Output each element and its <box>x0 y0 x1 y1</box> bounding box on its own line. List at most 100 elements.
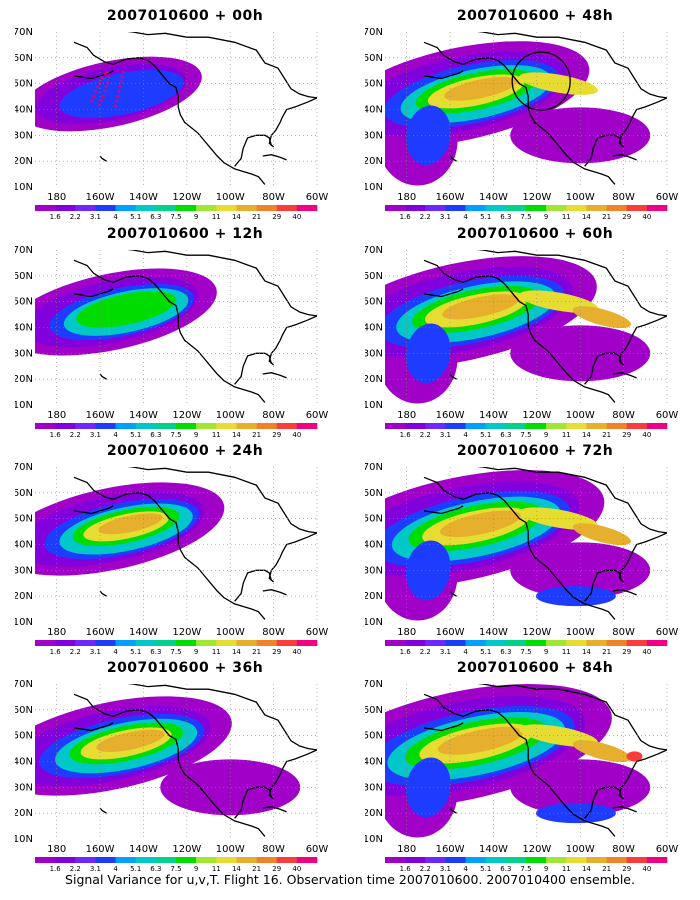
lon-label: 160W <box>86 844 115 855</box>
lon-label: 140W <box>479 844 508 855</box>
colorbar-label: 21 <box>252 865 261 873</box>
lon-label: 160W <box>86 410 115 421</box>
variance-field <box>385 256 651 404</box>
colorbar-label: 14 <box>232 648 241 656</box>
lat-label: 40N <box>15 757 33 768</box>
figure-caption: Signal Variance for u,v,T. Flight 16. Ob… <box>65 872 635 887</box>
lat-label: 30N <box>365 782 383 793</box>
lat-label: 70N <box>15 462 33 473</box>
coastlines <box>73 32 317 185</box>
colorbar-label: 9 <box>194 648 198 656</box>
colorbar-label: 29 <box>272 648 281 656</box>
coastlines <box>73 684 317 837</box>
lon-label: 180 <box>397 844 416 855</box>
map-panel: 2007010600 + 24h 70N 60N 50N 40N 30N 20N 10N 180… <box>15 443 355 658</box>
map-panel: 2007010600 + 36h 70N 60N 50N 40N 30N 20N 10N 180… <box>15 660 355 875</box>
map-panel: 2007010600 + 48h 70N 60N 50N 40N 30N 20N 10N 180… <box>365 8 700 223</box>
lat-label: 30N <box>365 348 383 359</box>
lon-label: 60W <box>656 627 679 638</box>
lat-label: 70N <box>365 679 383 690</box>
lat-label: 40N <box>365 105 383 116</box>
lat-label: 40N <box>365 757 383 768</box>
lon-label: 160W <box>86 627 115 638</box>
colorbar-label: 2.2 <box>420 648 431 656</box>
colorbar-label: 1.6 <box>400 213 412 221</box>
colorbar-label: 2.2 <box>420 213 431 221</box>
colorbar-label: 6.3 <box>150 648 161 656</box>
lat-label: 60N <box>15 53 33 64</box>
lat-label: 50N <box>365 514 383 525</box>
lon-label: 120W <box>522 410 551 421</box>
colorbar-label: 1.6 <box>400 431 412 439</box>
lon-label: 80W <box>262 627 285 638</box>
colorbar-label: 5.1 <box>480 865 491 873</box>
lon-label: 180 <box>47 192 66 203</box>
colorbar-label: 7.5 <box>170 213 181 221</box>
colorbar-label: 2.2 <box>70 431 81 439</box>
colorbar-label: 3.1 <box>90 213 101 221</box>
variance-map: 70N 60N 50N 40N 30N 20N 10N 180 160W 140W 120W 100W… <box>365 679 678 873</box>
lat-label: 60N <box>365 488 383 499</box>
lat-label: 60N <box>15 488 33 499</box>
colorbar-label: 4 <box>463 431 468 439</box>
colorbar-label: 3.1 <box>90 431 101 439</box>
lon-label: 60W <box>306 192 329 203</box>
lon-label: 120W <box>172 410 201 421</box>
lat-label: 40N <box>365 323 383 334</box>
lon-label: 60W <box>656 192 679 203</box>
lat-label: 30N <box>15 348 33 359</box>
colorbar-label: 14 <box>582 648 591 656</box>
lon-label: 120W <box>172 844 201 855</box>
colorbar-label: 11 <box>212 865 221 873</box>
variance-map: 70N 60N 50N 40N 30N 20N 10N 180 160W 140W 120W 100W… <box>365 27 679 221</box>
lon-label: 120W <box>522 627 551 638</box>
lat-label: 10N <box>15 834 33 845</box>
colorbar-label: 29 <box>622 213 631 221</box>
lat-label: 40N <box>15 540 33 551</box>
colorbar-label: 7.5 <box>170 648 181 656</box>
variance-map: 70N 60N 50N 40N 30N 20N 10N 180 160W 140W 120W 100W… <box>365 462 679 656</box>
lat-label: 20N <box>15 808 33 819</box>
colorbar-label: 9 <box>194 431 198 439</box>
lat-label: 50N <box>15 514 33 525</box>
colorbar-label: 4 <box>113 648 118 656</box>
colorbar-label: 9 <box>194 213 198 221</box>
colorbar-label: 11 <box>212 431 221 439</box>
panel-title: 2007010600 + 60h <box>456 226 614 242</box>
lat-label: 10N <box>15 182 33 193</box>
colorbar-label: 6.3 <box>500 431 511 439</box>
colorbar-label: 21 <box>602 213 611 221</box>
colorbar-label: 21 <box>602 865 611 873</box>
lat-label: 20N <box>365 156 383 167</box>
lon-label: 120W <box>522 844 551 855</box>
colorbar-label: 21 <box>252 431 261 439</box>
colorbar-label: 6.3 <box>500 213 511 221</box>
lon-label: 80W <box>612 410 635 421</box>
map-panel: 2007010600 + 60h 70N 60N 50N 40N 30N 20N 10N 180… <box>365 226 700 441</box>
colorbar-label: 11 <box>562 213 571 221</box>
colorbar-label: 5.1 <box>480 213 491 221</box>
variance-map: 70N 60N 50N 40N 30N 20N 10N 180 160W 140W 120W 100W… <box>365 245 679 439</box>
colorbar-label: 29 <box>272 213 281 221</box>
lat-label: 70N <box>365 245 383 256</box>
colorbar-label: 2.2 <box>70 213 81 221</box>
lon-label: 140W <box>479 410 508 421</box>
lat-label: 30N <box>15 782 33 793</box>
lat-label: 40N <box>365 540 383 551</box>
lon-label: 160W <box>86 192 115 203</box>
lat-label: 50N <box>15 297 33 308</box>
lon-label: 180 <box>47 410 66 421</box>
colorbar-label: 29 <box>622 865 631 873</box>
coastlines <box>423 250 667 403</box>
lat-label: 20N <box>15 374 33 385</box>
colorbar-label: 40 <box>292 865 301 873</box>
colorbar-label: 3.1 <box>90 865 101 873</box>
lat-label: 20N <box>365 808 383 819</box>
colorbar: 1.6 2.2 3.1 4 5.1 6.3 7.5 9 11 14 21 29 40 <box>385 857 668 873</box>
panel-title: 2007010600 + 48h <box>456 8 614 24</box>
lon-label: 120W <box>172 192 201 203</box>
colorbar-label: 4 <box>463 648 468 656</box>
colorbar-label: 1.6 <box>400 865 412 873</box>
lon-label: 60W <box>656 410 679 421</box>
lon-label: 140W <box>129 844 158 855</box>
